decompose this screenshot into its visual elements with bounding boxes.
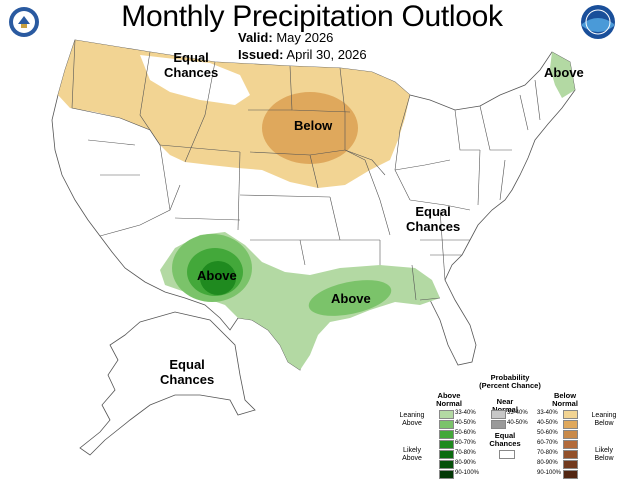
legend-title: Probability (Percent Chance) [475, 374, 545, 390]
legend-above-head: Above Normal [435, 392, 463, 408]
legend-equal-1: Equal [494, 431, 516, 440]
above-sw-ring3 [200, 261, 236, 295]
legend-above-swatch [439, 410, 454, 419]
label-equal-nw: Equal Chances [164, 50, 218, 80]
legend-leaning-below: Leaning Below [587, 412, 621, 428]
legend-above-bin-label: 40-50% [455, 420, 476, 426]
label-equal-ak: Equal Chances [160, 357, 214, 387]
legend-title-2: (Percent Chance) [479, 381, 541, 390]
legend-above-head-2: Normal [436, 399, 462, 408]
legend-likely-above-1: Likely [403, 447, 421, 454]
legend-above-swatch [439, 470, 454, 479]
legend-above-bin-label: 90-100% [455, 470, 480, 476]
legend-near-head-1: Near [496, 397, 514, 406]
legend-above-bin-label: 70-80% [455, 450, 476, 456]
legend-below-bin-label: 33-40% [537, 410, 558, 416]
label-below: Below [294, 118, 333, 133]
legend-above-bin-label: 33-40% [455, 410, 476, 416]
legend-below-bin-label: 90-100% [537, 470, 562, 476]
legend-near-head-2: Normal [491, 406, 519, 414]
legend-near-swatch [491, 420, 506, 429]
label-equal-ak-1: Equal [169, 357, 205, 372]
label-equal-ak-2: Chances [160, 372, 215, 387]
legend-below-bin-label: 80-90% [537, 460, 558, 466]
legend-equal-swatch [499, 450, 515, 459]
legend-below-bin-label: 50-60% [537, 430, 558, 436]
legend-likely-above-2: Above [402, 455, 422, 462]
legend-title-1: Probability [490, 373, 530, 382]
legend-below-swatch [563, 440, 578, 449]
legend-above-swatch [439, 450, 454, 459]
legend-above-swatch [439, 430, 454, 439]
issued-value: April 30, 2026 [286, 47, 367, 62]
label-above-south: Above [331, 291, 371, 306]
legend-near-bin-label: 40-50% [507, 420, 528, 426]
issued-line: Issued: April 30, 2026 [238, 47, 367, 62]
page-title: Monthly Precipitation Outlook [121, 0, 503, 33]
label-above-sw: Above [197, 268, 237, 283]
valid-line: Valid: May 2026 [238, 30, 333, 45]
above-ne-region [550, 52, 575, 98]
doc-seal-logo [8, 6, 40, 38]
alaska-outline [79, 311, 256, 456]
legend-below-head: Below Normal [551, 392, 579, 408]
legend-below-bin-label: 70-80% [537, 450, 558, 456]
legend-leaning-below-2: Below [594, 420, 614, 427]
legend-below-swatch [563, 410, 578, 419]
legend-above-swatch [439, 420, 454, 429]
legend-leaning-below-1: Leaning [591, 412, 617, 419]
label-equal-east: Equal Chances [406, 204, 460, 234]
legend-equal: Equal Chances [489, 432, 521, 448]
legend-near-head: Near Normal [491, 398, 519, 414]
legend-above-bin-label: 60-70% [455, 440, 476, 446]
above-south-mid [308, 280, 392, 316]
legend-likely-below-1: Likely [595, 447, 613, 454]
valid-value: May 2026 [276, 30, 334, 45]
legend-above-swatch [439, 460, 454, 469]
label-above-ne: Above [544, 65, 584, 80]
legend-below-swatch [563, 470, 578, 479]
legend-below-bin-label: 40-50% [537, 420, 558, 426]
legend-below-swatch [563, 450, 578, 459]
legend-leaning-above-1: Leaning [399, 412, 425, 419]
legend-below-head-1: Below [553, 391, 577, 400]
legend-near-bin-label: 33-40% [507, 410, 528, 416]
legend-leaning-above-2: Above [402, 420, 422, 427]
legend-likely-above: Likely Above [397, 447, 427, 463]
legend-leaning-above: Leaning Above [397, 412, 427, 428]
legend-likely-below-2: Below [594, 455, 614, 462]
legend-below-head-2: Normal [552, 399, 578, 408]
noaa-logo [580, 4, 616, 40]
legend-below-swatch [563, 430, 578, 439]
equal-notch [140, 55, 250, 105]
legend-below-swatch [563, 460, 578, 469]
legend-above-bin-label: 50-60% [455, 430, 476, 436]
label-equal-east-2: Chances [406, 219, 461, 234]
state-borders [71, 39, 541, 301]
valid-label: Valid: [238, 30, 273, 45]
legend-above-bin-label: 80-90% [455, 460, 476, 466]
label-equal-nw-2: Chances [164, 65, 219, 80]
legend-above-head-1: Above [437, 391, 461, 400]
legend: Probability (Percent Chance) Above Norma… [395, 372, 624, 482]
legend-equal-2: Chances [489, 439, 521, 448]
legend-above-swatch [439, 440, 454, 449]
label-equal-east-1: Equal [415, 204, 451, 219]
legend-below-swatch [563, 420, 578, 429]
issued-label: Issued: [238, 47, 284, 62]
label-equal-nw-1: Equal [173, 50, 209, 65]
legend-near-swatch [491, 410, 506, 419]
legend-below-bin-label: 60-70% [537, 440, 558, 446]
legend-likely-below: Likely Below [587, 447, 621, 463]
